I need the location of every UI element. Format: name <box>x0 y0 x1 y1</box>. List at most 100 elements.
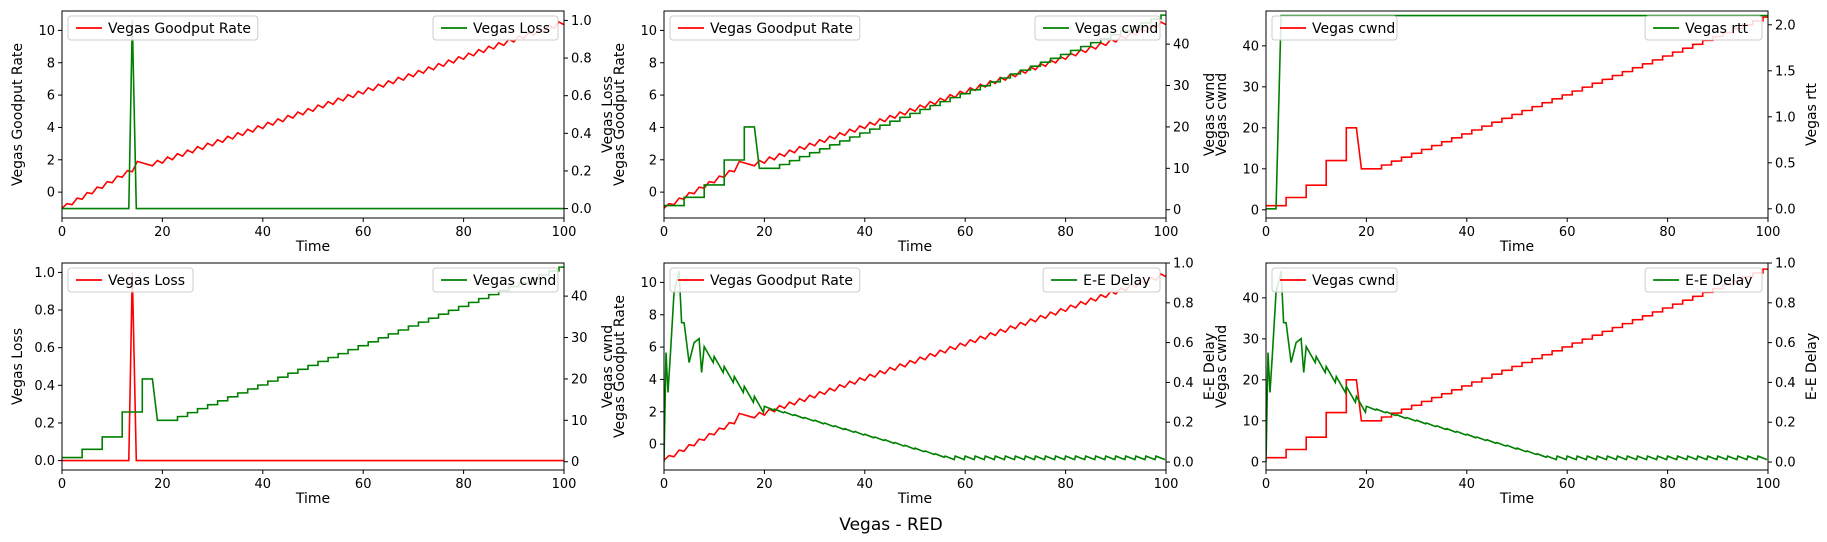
legend-box <box>67 267 194 293</box>
y-left-tick-label: 8 <box>649 308 657 323</box>
y-right-axis-label: E-E Delay <box>1804 333 1820 400</box>
legend-label: Vegas cwnd <box>1312 273 1395 289</box>
x-tick-label: 40 <box>857 225 874 240</box>
y-right-tick-label: 0.6 <box>571 89 592 104</box>
series-line-left <box>664 272 1166 461</box>
y-right-tick-label: 0.6 <box>1775 336 1796 351</box>
y-left-tick-label: 1.0 <box>34 266 55 281</box>
y-right-tick-label: 0.4 <box>571 127 592 142</box>
y-left-tick-label: 10 <box>640 24 657 39</box>
x-tick-label: 100 <box>1756 225 1781 240</box>
series-line-right <box>1266 14 1768 210</box>
y-left-axis-label: Vegas Goodput Rate <box>10 43 26 186</box>
series-line-left <box>1266 268 1768 459</box>
legend-box <box>669 267 861 293</box>
x-tick-label: 60 <box>957 225 974 240</box>
y-right-tick-label: 0.0 <box>1775 202 1796 217</box>
y-left-tick-label: 2 <box>47 153 55 168</box>
y-left-tick-label: 4 <box>649 373 657 388</box>
series-line-left <box>62 272 564 462</box>
legend-label: Vegas Goodput Rate <box>108 21 251 37</box>
y-right-axis-label: Vegas cwnd <box>1202 73 1218 156</box>
y-left-tick-label: 0.6 <box>34 341 55 356</box>
legend-upper-left: Vegas Goodput Rate <box>67 15 259 41</box>
y-right-tick-label: 1.0 <box>1173 257 1194 272</box>
x-tick-label: 80 <box>455 477 472 492</box>
axes-frame <box>61 262 565 471</box>
y-left-tick-label: 40 <box>1242 291 1259 306</box>
y-left-tick-label: 10 <box>1242 162 1259 177</box>
series-line-right <box>664 270 1166 463</box>
legend-upper-right: Vegas cwnd <box>1034 15 1161 41</box>
y-right-tick-label: 0.4 <box>1775 376 1796 391</box>
x-tick-label: 100 <box>1756 477 1781 492</box>
y-left-tick-label: 2 <box>649 153 657 168</box>
legend-upper-left: Vegas cwnd <box>1271 267 1398 293</box>
x-tick-label: 60 <box>1559 477 1576 492</box>
legend-box <box>1644 267 1763 293</box>
legend-label: E-E Delay <box>1685 273 1752 289</box>
x-axis-label: Time <box>897 239 932 255</box>
y-left-tick-label: 4 <box>47 121 55 136</box>
y-left-tick-label: 10 <box>640 276 657 291</box>
y-right-tick-label: 0.8 <box>571 52 592 67</box>
legend-label: Vegas Loss <box>473 21 550 37</box>
x-tick-label: 20 <box>1358 225 1375 240</box>
y-left-tick-label: 0.0 <box>34 454 55 469</box>
y-left-tick-label: 0 <box>649 438 657 453</box>
legend-box <box>1644 15 1763 41</box>
y-right-tick-label: 0.6 <box>1173 336 1194 351</box>
y-right-axis-label: Vegas cwnd <box>600 325 616 408</box>
y-left-axis-label: Vegas Goodput Rate <box>612 295 628 438</box>
series-line-right <box>62 266 564 459</box>
x-tick-label: 40 <box>255 477 272 492</box>
legend-upper-right: E-E Delay <box>1042 267 1161 293</box>
subplot-4: 0 20 40 60 80 100Time0.00.20.40.60.81.0Vegas … <box>10 262 616 507</box>
y-left-axis-label: Vegas cwnd <box>1214 73 1230 156</box>
x-tick-label: 40 <box>255 225 272 240</box>
x-tick-label: 0 <box>660 225 668 240</box>
y-right-tick-label: 0.2 <box>1775 416 1796 431</box>
x-tick-label: 80 <box>455 225 472 240</box>
x-tick-label: 0 <box>1262 225 1270 240</box>
x-tick-label: 20 <box>154 477 171 492</box>
y-left-tick-label: 0 <box>1251 203 1259 218</box>
y-left-tick-label: 0.2 <box>34 416 55 431</box>
legend-label: Vegas cwnd <box>1075 21 1158 37</box>
legend-label: Vegas Loss <box>108 273 185 289</box>
legend-box <box>1034 15 1161 41</box>
y-left-tick-label: 8 <box>47 56 55 71</box>
subplot-6: 0 20 40 60 80 100 Time 0 10 20 30 40 Vegas cwnd 0.0 0.… <box>1214 257 1820 508</box>
y-right-tick-label: 2.0 <box>1775 18 1796 33</box>
y-left-tick-label: 0.4 <box>34 379 55 394</box>
legend-box <box>432 267 559 293</box>
legend-upper-right: E-E Delay <box>1644 267 1763 293</box>
figure-title: Vegas - RED <box>839 515 942 535</box>
y-right-tick-label: 0.2 <box>571 164 592 179</box>
y-right-tick-label: 0.0 <box>1775 456 1796 471</box>
x-tick-label: 100 <box>1154 225 1179 240</box>
x-axis-label: Time <box>1499 491 1534 507</box>
x-tick-label: 80 <box>1057 225 1074 240</box>
y-left-tick-label: 8 <box>649 56 657 71</box>
y-right-tick-label: 0.4 <box>1173 376 1194 391</box>
axes-frame <box>61 10 565 219</box>
legend-label: Vegas rtt <box>1685 21 1749 37</box>
y-left-tick-label: 0.8 <box>34 304 55 319</box>
x-tick-label: 40 <box>1459 225 1476 240</box>
y-left-tick-label: 40 <box>1242 39 1259 54</box>
y-right-tick-label: 0.8 <box>1173 296 1194 311</box>
y-left-tick-label: 20 <box>1242 121 1259 136</box>
x-tick-label: 20 <box>756 477 773 492</box>
x-tick-label: 100 <box>552 225 577 240</box>
series-line-left <box>62 20 564 209</box>
y-left-tick-label: 10 <box>1242 414 1259 429</box>
x-axis-label: Time <box>897 491 932 507</box>
legend-box <box>1271 15 1398 41</box>
legend-upper-left: Vegas cwnd <box>1271 15 1398 41</box>
series-line-right <box>62 20 564 210</box>
x-tick-label: 20 <box>1358 477 1375 492</box>
y-right-axis-label: Vegas Loss <box>600 76 616 153</box>
